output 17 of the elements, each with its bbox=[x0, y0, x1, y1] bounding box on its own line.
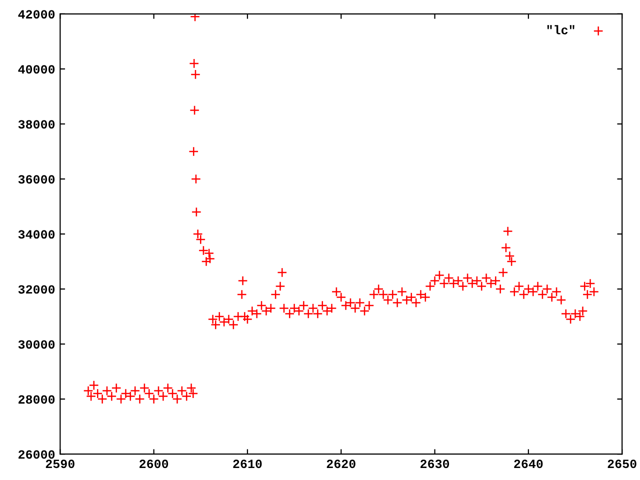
y-tick-label: 42000 bbox=[18, 10, 55, 19]
x-tick-label: 2630 bbox=[420, 460, 450, 468]
x-tick-label: 2610 bbox=[233, 460, 262, 468]
y-tick-label: 28000 bbox=[18, 395, 55, 404]
y-tick-label: 40000 bbox=[18, 65, 55, 74]
y-tick-label: 32000 bbox=[18, 285, 55, 294]
x-tick-label: 2590 bbox=[46, 460, 74, 468]
y-tick-label: 30000 bbox=[18, 340, 55, 349]
legend-label: "lc" bbox=[547, 25, 574, 34]
y-tick-label: 26000 bbox=[18, 450, 55, 459]
x-tick-label: 2600 bbox=[140, 460, 168, 468]
y-tick-label: 34000 bbox=[18, 230, 55, 239]
x-tick-label: 2650 bbox=[608, 460, 636, 468]
x-tick-label: 2620 bbox=[326, 460, 356, 468]
y-tick-label: 38000 bbox=[18, 120, 55, 129]
x-tick-label: 2640 bbox=[514, 460, 543, 468]
y-tick-label: 36000 bbox=[18, 175, 55, 184]
